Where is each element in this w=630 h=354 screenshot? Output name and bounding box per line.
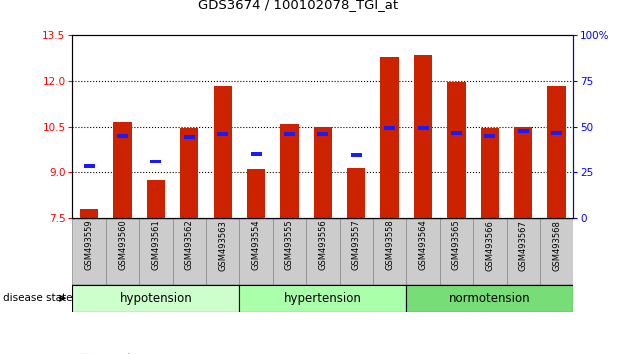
Text: GSM493556: GSM493556 [318,220,328,270]
Text: hypertension: hypertension [284,292,362,305]
Bar [217,132,228,136]
Bar [351,153,362,158]
Bar [381,57,399,218]
Bar [347,167,365,218]
Bar [113,122,132,218]
Bar [106,218,139,285]
Bar [214,86,232,218]
Bar [72,285,239,312]
Bar [84,164,94,168]
Bar [551,131,562,135]
Bar [284,132,295,136]
Bar [540,218,573,285]
Bar [251,152,261,156]
Bar [406,285,573,312]
Text: GSM493560: GSM493560 [118,220,127,270]
Bar [340,218,373,285]
Text: GSM493568: GSM493568 [552,220,561,270]
Text: GSM493558: GSM493558 [385,220,394,270]
Bar [447,82,466,218]
Bar [451,131,462,135]
Bar [239,285,406,312]
Bar [518,129,529,133]
Text: GSM493561: GSM493561 [151,220,161,270]
Bar [80,209,98,218]
Bar [484,134,495,138]
Text: GSM493557: GSM493557 [352,220,361,270]
Bar [373,218,406,285]
Bar [481,128,499,218]
Text: count: count [103,353,132,354]
Bar [206,218,239,285]
Bar [239,218,273,285]
Bar [384,126,395,130]
Bar [440,218,473,285]
Text: hypotension: hypotension [120,292,192,305]
Bar [247,169,265,218]
Bar [306,218,340,285]
Text: GDS3674 / 100102078_TGI_at: GDS3674 / 100102078_TGI_at [198,0,398,11]
Text: GSM493564: GSM493564 [418,220,428,270]
Bar [514,127,532,218]
Bar [184,135,195,139]
Bar [507,218,540,285]
Text: GSM493566: GSM493566 [485,220,495,270]
Text: normotension: normotension [449,292,530,305]
Text: GSM493555: GSM493555 [285,220,294,270]
Bar [139,218,173,285]
Text: GSM493567: GSM493567 [518,220,528,270]
Bar [473,218,507,285]
Bar [314,127,332,218]
Bar [273,218,306,285]
Bar [418,126,428,130]
Text: GSM493563: GSM493563 [218,220,227,270]
Text: GSM493554: GSM493554 [251,220,261,270]
Bar [117,134,128,138]
Bar [72,218,106,285]
Text: GSM493565: GSM493565 [452,220,461,270]
Text: disease state: disease state [3,293,72,303]
Text: GSM493559: GSM493559 [84,220,94,270]
Bar [173,218,206,285]
Bar [180,128,198,218]
Bar [406,218,440,285]
Text: GSM493562: GSM493562 [185,220,194,270]
Bar [547,86,566,218]
Bar [147,180,165,218]
Bar [151,160,161,164]
Bar [414,55,432,218]
Bar [318,132,328,136]
Text: ■: ■ [79,353,89,354]
Bar [280,124,299,218]
